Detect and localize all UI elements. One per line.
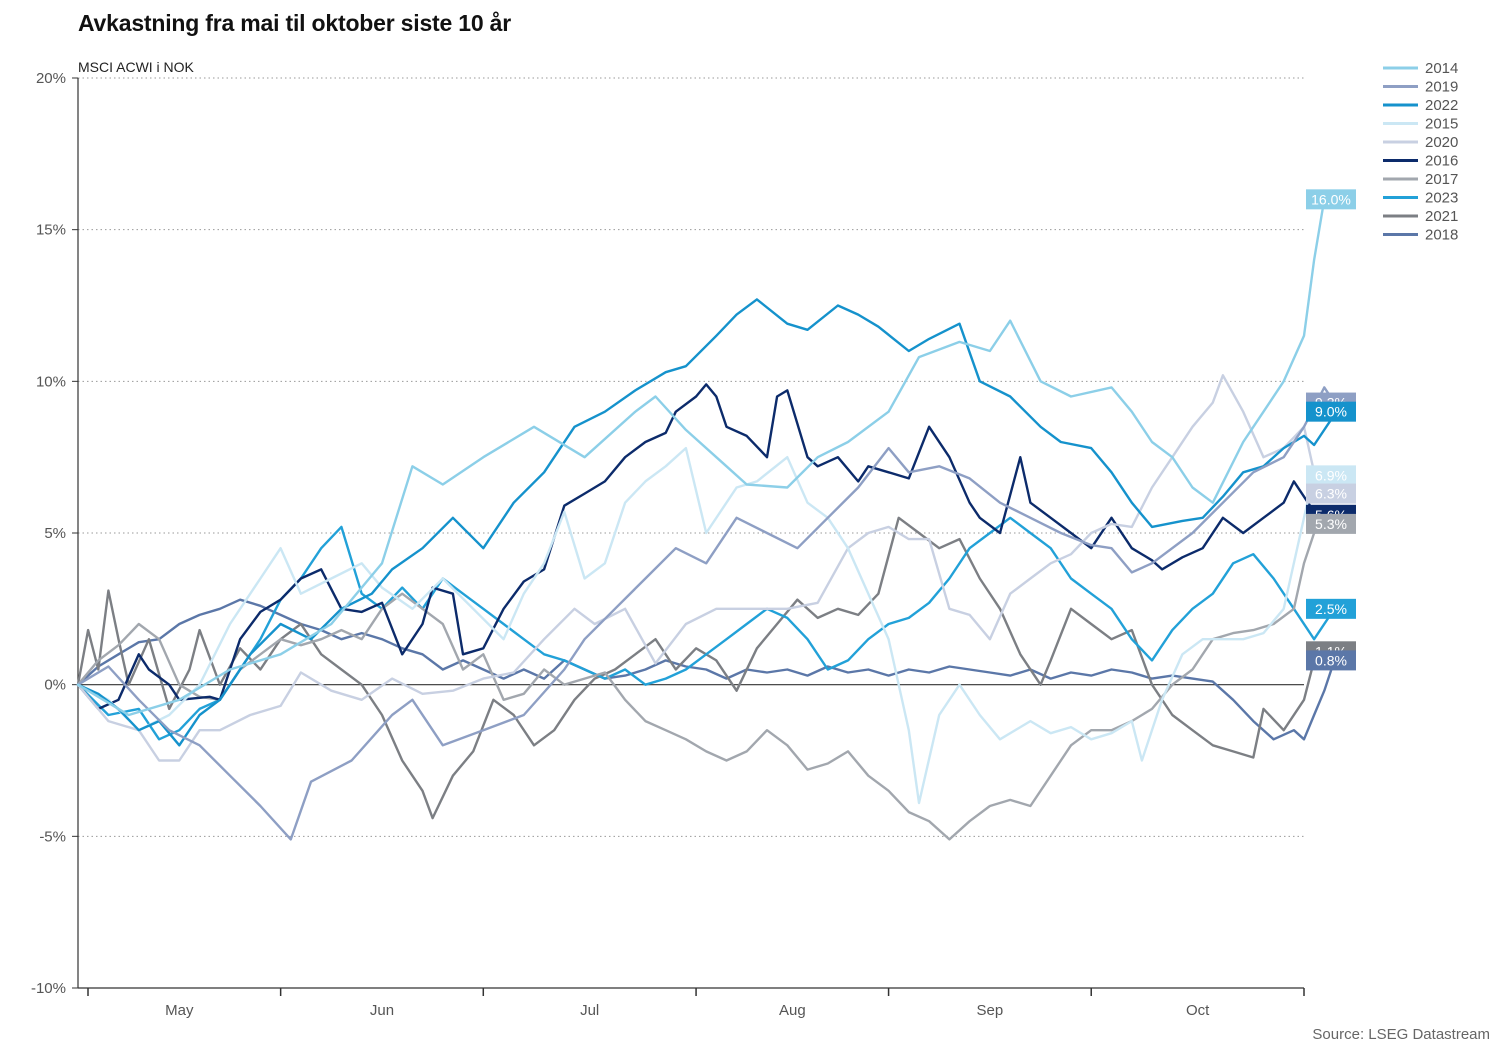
x-tick-label: Jul [580, 1002, 599, 1019]
y-tick-label: 0% [44, 677, 66, 694]
legend-label: 2023 [1425, 190, 1458, 207]
grid-lines [78, 77, 1304, 837]
chart-title: Avkastning fra mai til oktober siste 10 … [78, 10, 512, 36]
series-line-2019 [76, 386, 1336, 841]
end-label-box [1306, 650, 1356, 671]
legend-item-2022: 2022 [1383, 97, 1458, 114]
x-tick-label: Aug [779, 1002, 806, 1019]
legend-label: 2021 [1425, 208, 1458, 225]
end-label-2018: 0.8% [1306, 650, 1356, 671]
end-label-2023: 2.5% [1306, 598, 1356, 619]
legend-label: 2016 [1425, 153, 1458, 170]
x-tick-label: Oct [1186, 1002, 1210, 1019]
legend-label: 2017 [1425, 171, 1458, 188]
legend-item-2023: 2023 [1383, 190, 1458, 207]
end-label-box [1306, 189, 1356, 210]
series-lines [76, 198, 1336, 841]
end-label-box [1306, 483, 1356, 504]
legend-label: 2015 [1425, 116, 1458, 133]
y-tick-label: 10% [36, 373, 66, 390]
end-label-box [1306, 513, 1356, 534]
end-label-box [1306, 465, 1356, 486]
legend-label: 2020 [1425, 134, 1458, 151]
series-line-2021 [76, 516, 1336, 820]
chart-subtitle: MSCI ACWI i NOK [78, 59, 194, 75]
y-tick-label: 15% [36, 222, 66, 239]
series-line-2020 [76, 374, 1336, 762]
legend-label: 2014 [1425, 60, 1458, 77]
end-label-text: 0.8% [1315, 652, 1347, 668]
series-line-2016 [76, 383, 1336, 711]
end-label-text: 5.3% [1315, 516, 1347, 532]
x-tick-label: Jun [370, 1002, 394, 1019]
source-note: Source: LSEG Datastream [1312, 1026, 1490, 1043]
legend-item-2017: 2017 [1383, 171, 1458, 188]
y-tick-label: -10% [31, 980, 66, 997]
series-line-2017 [76, 522, 1336, 841]
legend-label: 2018 [1425, 227, 1458, 244]
x-tick-label: Sep [977, 1002, 1004, 1019]
legend-item-2015: 2015 [1383, 116, 1458, 133]
end-label-2022: 9.0% [1306, 401, 1356, 422]
end-label-box [1306, 401, 1356, 422]
legend-item-2019: 2019 [1383, 79, 1458, 96]
series-line-2023 [76, 516, 1336, 741]
x-tick-label: May [165, 1002, 194, 1019]
end-label-2017: 5.3% [1306, 513, 1356, 534]
end-label-2014: 16.0% [1306, 189, 1356, 210]
series-line-2015 [76, 446, 1336, 805]
y-tick-label: -5% [39, 828, 66, 845]
end-label-2020: 6.3% [1306, 483, 1356, 504]
legend-item-2016: 2016 [1383, 153, 1458, 170]
series-line-2022 [76, 298, 1336, 747]
y-tick-label: 20% [36, 70, 66, 87]
end-label-text: 9.0% [1315, 404, 1347, 420]
series-line-2014 [76, 198, 1326, 717]
end-label-text: 6.3% [1315, 486, 1347, 502]
legend-item-2021: 2021 [1383, 208, 1458, 225]
legend-item-2014: 2014 [1383, 60, 1458, 77]
legend-label: 2022 [1425, 97, 1458, 114]
end-label-text: 6.9% [1315, 467, 1347, 483]
axes: 20% 15% 10% 5% 0% -5% -10% May Jun Jul Aug Sep Oct [31, 70, 1305, 1019]
legend-label: 2019 [1425, 79, 1458, 96]
series-line-2018 [76, 598, 1336, 741]
end-label-2015: 6.9% [1306, 465, 1356, 486]
end-label-text: 16.0% [1311, 191, 1351, 207]
end-labels: 16.0%9.3%9.0%6.9%6.3%5.6%5.3%2.5%1.1%0.8… [1306, 189, 1356, 671]
end-label-text: 2.5% [1315, 601, 1347, 617]
legend-item-2018: 2018 [1383, 227, 1458, 244]
legend-item-2020: 2020 [1383, 134, 1458, 151]
end-label-box [1306, 598, 1356, 619]
y-tick-label: 5% [44, 525, 66, 542]
